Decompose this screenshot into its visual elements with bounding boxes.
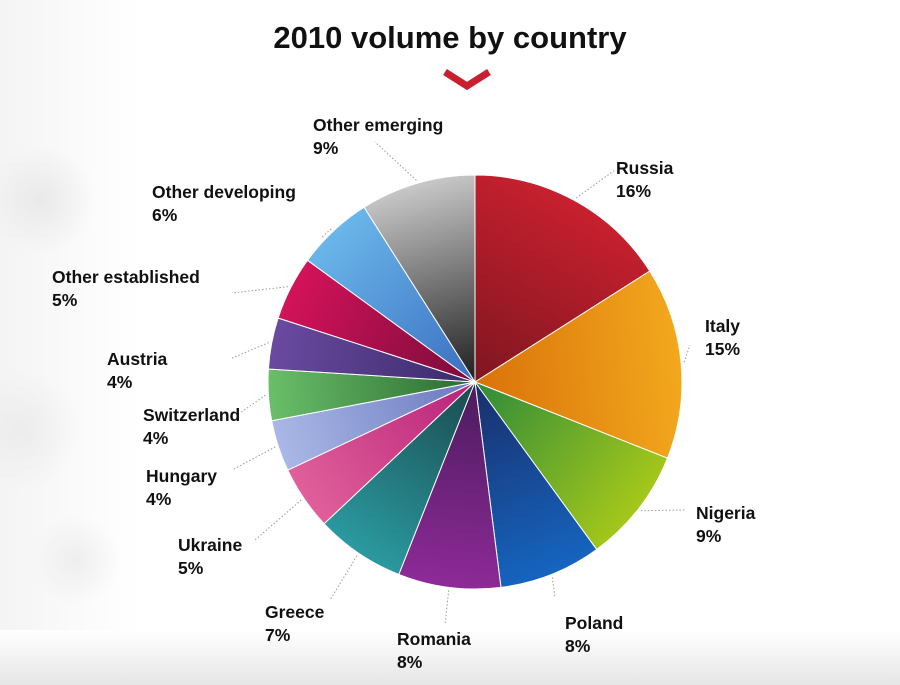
leader-line	[374, 141, 417, 181]
slice-label-name: Romania	[397, 629, 471, 649]
leader-line	[329, 555, 358, 601]
slice-label-name: Ukraine	[178, 535, 243, 555]
slice-label-name: Nigeria	[696, 503, 756, 523]
slice-label: Poland 8%	[565, 612, 623, 658]
slice-label: Greece 7%	[265, 601, 324, 647]
pie-slice-russia	[474, 174, 651, 383]
leader-line	[575, 169, 616, 199]
background-decoration	[0, 0, 140, 685]
leader-line	[640, 509, 686, 512]
slice-label: Nigeria 9%	[696, 502, 755, 548]
slice-label: Austria 4%	[107, 348, 167, 394]
chart-title: 2010 volume by country	[273, 20, 627, 55]
slice-label: Other emerging 9%	[313, 114, 443, 160]
leader-line	[683, 344, 691, 363]
slice-label: Hungary 4%	[146, 465, 217, 511]
slice-label: Romania 8%	[397, 628, 471, 674]
slice-label-value: 8%	[397, 652, 423, 672]
slice-label-value: 9%	[696, 526, 722, 546]
slice-label-name: Russia	[616, 158, 674, 178]
slice-label-name: Austria	[107, 349, 168, 369]
slice-label-value: 5%	[178, 558, 204, 578]
leader-line	[231, 446, 276, 471]
slice-label-value: 4%	[107, 372, 133, 392]
slice-label-value: 4%	[143, 428, 169, 448]
slice-label-value: 9%	[313, 138, 339, 158]
slice-label-value: 15%	[705, 339, 741, 359]
chevron-down-icon	[443, 69, 491, 91]
slice-label-name: Other established	[52, 267, 200, 287]
slice-label-name: Italy	[705, 316, 741, 336]
leader-line	[239, 394, 266, 414]
leader-line	[254, 499, 302, 541]
leader-line	[231, 286, 288, 294]
slice-label: Ukraine 5%	[178, 534, 242, 580]
slice-label: Other developing 6%	[152, 181, 296, 227]
leader-line	[551, 577, 556, 599]
pie-slice-nigeria	[473, 380, 669, 551]
slice-label: Russia 16%	[616, 157, 673, 203]
slice-label-value: 4%	[146, 489, 172, 509]
slice-label-value: 16%	[616, 181, 652, 201]
leader-line	[444, 590, 450, 626]
slice-label-name: Greece	[265, 602, 325, 622]
leader-line	[231, 342, 269, 359]
slice-label-name: Other developing	[152, 182, 296, 202]
pie-slice-romania	[398, 381, 502, 590]
slice-label-name: Poland	[565, 613, 624, 633]
slice-label: Other established 5%	[52, 266, 200, 312]
slice-label-name: Hungary	[146, 466, 217, 486]
footer-band	[0, 630, 900, 685]
slice-label: Italy 15%	[705, 315, 740, 361]
slice-label-name: Switzerland	[143, 405, 241, 425]
slice-label-value: 6%	[152, 205, 178, 225]
pie-slice-other-emerging	[363, 174, 476, 384]
pie-slice-poland	[474, 381, 598, 588]
slice-label: Switzerland 4%	[143, 404, 240, 450]
slice-label-name: Other emerging	[313, 115, 444, 135]
pie-slice-italy	[473, 270, 683, 459]
slice-label-value: 5%	[52, 290, 78, 310]
slice-label-value: 7%	[265, 625, 291, 645]
slice-label-value: 8%	[565, 636, 591, 656]
